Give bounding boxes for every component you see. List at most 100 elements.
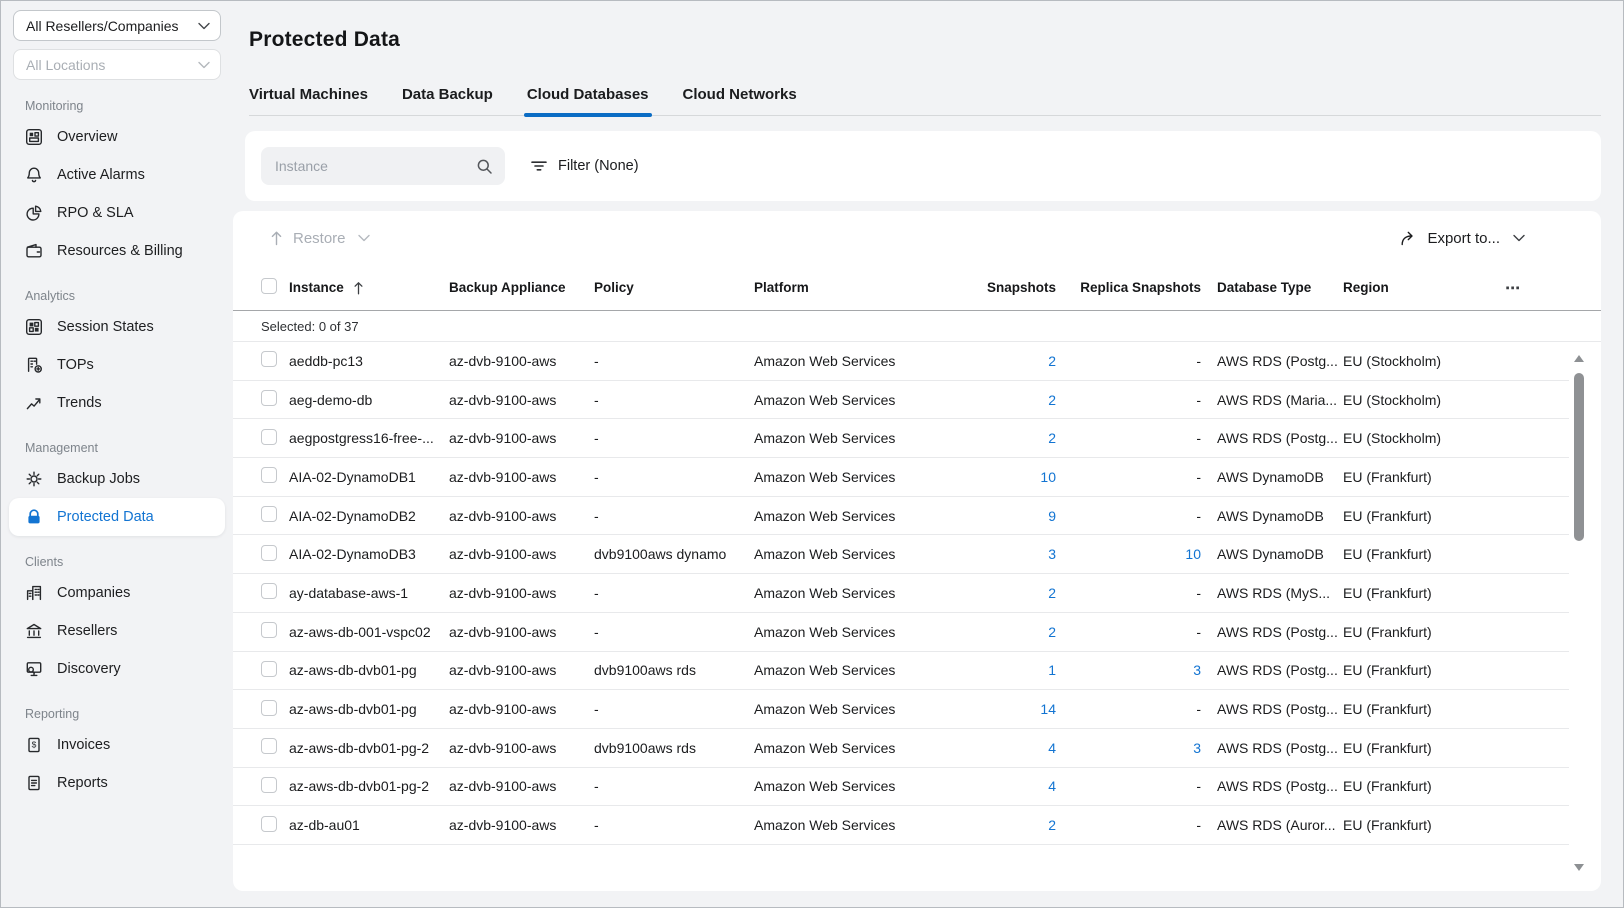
column-header-platform[interactable]: Platform — [754, 280, 809, 295]
sidebar-item-backup-jobs[interactable]: Backup Jobs — [9, 460, 225, 498]
table-row[interactable]: AIA-02-DynamoDB1 az-dvb-9100-aws - Amazo… — [233, 458, 1569, 497]
tab-data-backup[interactable]: Data Backup — [401, 86, 493, 103]
sidebar-item-label: Overview — [57, 129, 118, 145]
sidebar-item-protected-data[interactable]: Protected Data — [9, 498, 225, 536]
search-input[interactable] — [275, 158, 468, 174]
replica-snapshots-count-link[interactable]: 3 — [1193, 739, 1201, 756]
cell-replica-snapshots: - — [1196, 391, 1201, 408]
snapshots-count-link[interactable]: 2 — [1048, 817, 1056, 834]
row-checkbox[interactable] — [261, 699, 277, 716]
snapshots-count-link[interactable]: 2 — [1048, 391, 1056, 408]
cell-instance: aeddb-pc13 — [289, 352, 363, 369]
search-icon[interactable] — [476, 158, 493, 175]
row-checkbox[interactable] — [261, 428, 277, 445]
table-row[interactable]: aeddb-pc13 az-dvb-9100-aws - Amazon Web … — [233, 342, 1569, 381]
locations-dropdown[interactable]: All Locations — [13, 49, 221, 80]
sidebar-item-rpo-sla[interactable]: RPO & SLA — [9, 194, 225, 232]
snapshots-count-link[interactable]: 3 — [1048, 546, 1056, 563]
snapshots-count-link[interactable]: 2 — [1048, 623, 1056, 640]
snapshots-count-link[interactable]: 4 — [1048, 778, 1056, 795]
row-checkbox[interactable] — [261, 776, 277, 793]
cell-database-type: AWS RDS (Maria... — [1217, 391, 1338, 408]
cell-platform: Amazon Web Services — [754, 391, 896, 408]
cell-policy: - — [594, 623, 599, 640]
sidebar-item-reports[interactable]: Reports — [9, 764, 225, 802]
restore-button[interactable]: Restore — [269, 230, 370, 247]
table-row[interactable]: az-aws-db-dvb01-pg-2 az-dvb-9100-aws dvb… — [233, 729, 1569, 768]
table-row[interactable]: az-aws-db-dvb01-pg az-dvb-9100-aws dvb91… — [233, 652, 1569, 691]
sidebar-section-label: Reporting — [25, 707, 80, 721]
replica-snapshots-count-link[interactable]: 3 — [1193, 662, 1201, 679]
sidebar-item-active-alarms[interactable]: Active Alarms — [9, 156, 225, 194]
sidebar-item-label: Invoices — [57, 737, 111, 753]
tab-cloud-databases[interactable]: Cloud Databases — [523, 86, 652, 117]
table-row[interactable]: az-db-au01 az-dvb-9100-aws - Amazon Web … — [233, 806, 1569, 845]
cell-policy: - — [594, 430, 599, 447]
column-header-backup-appliance[interactable]: Backup Appliance — [449, 280, 566, 295]
table-row[interactable]: aegpostgress16-free-... az-dvb-9100-aws … — [233, 419, 1569, 459]
row-checkbox[interactable] — [261, 390, 277, 407]
column-header-policy[interactable]: Policy — [594, 280, 634, 295]
snapshots-count-link[interactable]: 14 — [1040, 701, 1056, 718]
snapshots-count-link[interactable]: 2 — [1048, 584, 1056, 601]
cell-replica-snapshots: - — [1196, 701, 1201, 718]
search-filter-card: Filter (None) — [245, 131, 1601, 201]
sidebar-item-trends[interactable]: Trends — [9, 384, 225, 422]
cell-platform: Amazon Web Services — [754, 623, 896, 640]
column-header-replica-snapshots[interactable]: Replica Snapshots — [1080, 280, 1201, 295]
table-row[interactable]: AIA-02-DynamoDB3 az-dvb-9100-aws dvb9100… — [233, 535, 1569, 575]
column-header-region[interactable]: Region — [1343, 280, 1389, 295]
snapshots-count-link[interactable]: 10 — [1040, 468, 1056, 485]
row-checkbox[interactable] — [261, 738, 277, 755]
row-checkbox[interactable] — [261, 660, 277, 677]
row-checkbox[interactable] — [261, 622, 277, 639]
scroll-up-arrow[interactable] — [1574, 355, 1584, 362]
sidebar-section-label: Monitoring — [25, 99, 84, 113]
column-header-instance[interactable]: Instance — [289, 280, 449, 295]
companies-icon — [25, 584, 43, 602]
snapshots-count-link[interactable]: 2 — [1048, 430, 1056, 447]
snapshots-count-link[interactable]: 2 — [1048, 352, 1056, 369]
sidebar-item-session-states[interactable]: Session States — [9, 308, 225, 346]
select-all-checkbox[interactable] — [261, 278, 277, 294]
column-header-snapshots[interactable]: Snapshots — [986, 280, 1056, 295]
scrollbar-thumb[interactable] — [1574, 373, 1584, 541]
scroll-down-arrow[interactable] — [1574, 864, 1584, 871]
sidebar-item-companies[interactable]: Companies — [9, 574, 225, 612]
sidebar-item-discovery[interactable]: Discovery — [9, 650, 225, 688]
row-checkbox[interactable] — [261, 544, 277, 561]
table-row[interactable]: ay-database-aws-1 az-dvb-9100-aws - Amaz… — [233, 574, 1569, 613]
row-checkbox[interactable] — [261, 815, 277, 832]
row-checkbox[interactable] — [261, 583, 277, 600]
sidebar-item-resources-billing[interactable]: Resources & Billing — [9, 232, 225, 270]
snapshots-count-link[interactable]: 4 — [1048, 739, 1056, 756]
tab-cloud-networks[interactable]: Cloud Networks — [682, 86, 797, 103]
filter-button[interactable]: Filter (None) — [531, 158, 639, 174]
tab-virtual-machines[interactable]: Virtual Machines — [249, 86, 368, 103]
replica-snapshots-count-link[interactable]: 10 — [1185, 546, 1201, 563]
row-checkbox[interactable] — [261, 467, 277, 484]
row-checkbox[interactable] — [261, 351, 277, 368]
table-row[interactable]: AIA-02-DynamoDB2 az-dvb-9100-aws - Amazo… — [233, 497, 1569, 536]
export-button[interactable]: Export to... — [1400, 230, 1525, 247]
cell-platform: Amazon Web Services — [754, 352, 896, 369]
column-header-database-type[interactable]: Database Type — [1217, 280, 1312, 295]
snapshots-count-link[interactable]: 9 — [1048, 507, 1056, 524]
resellers-companies-dropdown[interactable]: All Resellers/Companies — [13, 10, 221, 41]
table-row[interactable]: az-aws-db-001-vspc02 az-dvb-9100-aws - A… — [233, 613, 1569, 652]
table-row[interactable]: az-aws-db-dvb01-pg-2 az-dvb-9100-aws - A… — [233, 768, 1569, 807]
more-columns-icon[interactable]: ⋯ — [1505, 279, 1521, 297]
sidebar-item-invoices[interactable]: $ Invoices — [9, 726, 225, 764]
sidebar-item-resellers[interactable]: Resellers — [9, 612, 225, 650]
sidebar-item-overview[interactable]: Overview — [9, 118, 225, 156]
chevron-down-icon — [357, 234, 370, 242]
cell-region: EU (Frankfurt) — [1343, 584, 1432, 601]
table-row[interactable]: aeg-demo-db az-dvb-9100-aws - Amazon Web… — [233, 381, 1569, 420]
sidebar-item-tops[interactable]: TOPs — [9, 346, 225, 384]
tab-bar: Virtual Machines Data Backup Cloud Datab… — [249, 86, 1601, 117]
table-row[interactable]: az-aws-db-dvb01-pg az-dvb-9100-aws - Ama… — [233, 690, 1569, 729]
cell-database-type: AWS RDS (Postg... — [1217, 430, 1338, 447]
row-checkbox[interactable] — [261, 506, 277, 523]
cell-policy: dvb9100aws rds — [594, 662, 696, 679]
snapshots-count-link[interactable]: 1 — [1048, 662, 1056, 679]
